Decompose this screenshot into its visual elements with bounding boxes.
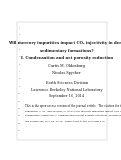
Text: 15: 15 [17, 130, 20, 131]
Text: 8: 8 [19, 78, 20, 79]
Text: 7: 7 [19, 71, 20, 72]
Text: 11: 11 [17, 100, 20, 101]
Text: Curtis M. Oldenburg: Curtis M. Oldenburg [48, 64, 85, 68]
Text: sedimentary formations?: sedimentary formations? [40, 49, 93, 53]
Text: 9: 9 [19, 86, 20, 87]
Text: Nicolas Spycher: Nicolas Spycher [52, 71, 81, 75]
Text: September 16, 2014: September 16, 2014 [49, 94, 84, 98]
Text: 3: 3 [19, 41, 20, 42]
Text: This is the open-access version of the journal article.  The citation for this a: This is the open-access version of the j… [24, 104, 121, 108]
Text: 12: 12 [17, 108, 20, 109]
Text: Lawrence Berkeley National Laboratory: Lawrence Berkeley National Laboratory [31, 88, 102, 92]
Text: Will mercury impurities impact CO₂ injectivity in deep: Will mercury impurities impact CO₂ injec… [8, 41, 121, 45]
Text: Oldenburg, C. M., and Spycher, N. (2015) Will mercury impurities impact CO2 inje: Oldenburg, C. M., and Spycher, N. (2015)… [24, 110, 121, 112]
Text: 2: 2 [19, 34, 20, 35]
Text: 1: 1 [19, 27, 20, 28]
Text: 13: 13 [17, 115, 20, 116]
Text: 14: 14 [17, 123, 20, 124]
Text: I. Condensation and net porosity reduction: I. Condensation and net porosity reducti… [21, 56, 113, 60]
Text: Earth Sciences Division: Earth Sciences Division [46, 81, 88, 85]
Text: 4: 4 [19, 49, 20, 50]
Text: sedimentary formations? I. Condensation and net porosity reduction. Greenhouse G: sedimentary formations? I. Condensation … [24, 115, 121, 116]
Text: 5: 5 [19, 56, 20, 57]
Text: and Technology, 5(1), pp. 64-78.  Subject also to the 2015 php 4.95: and Technology, 5(1), pp. 64-78. Subject… [24, 120, 105, 122]
Text: 10: 10 [17, 93, 20, 94]
